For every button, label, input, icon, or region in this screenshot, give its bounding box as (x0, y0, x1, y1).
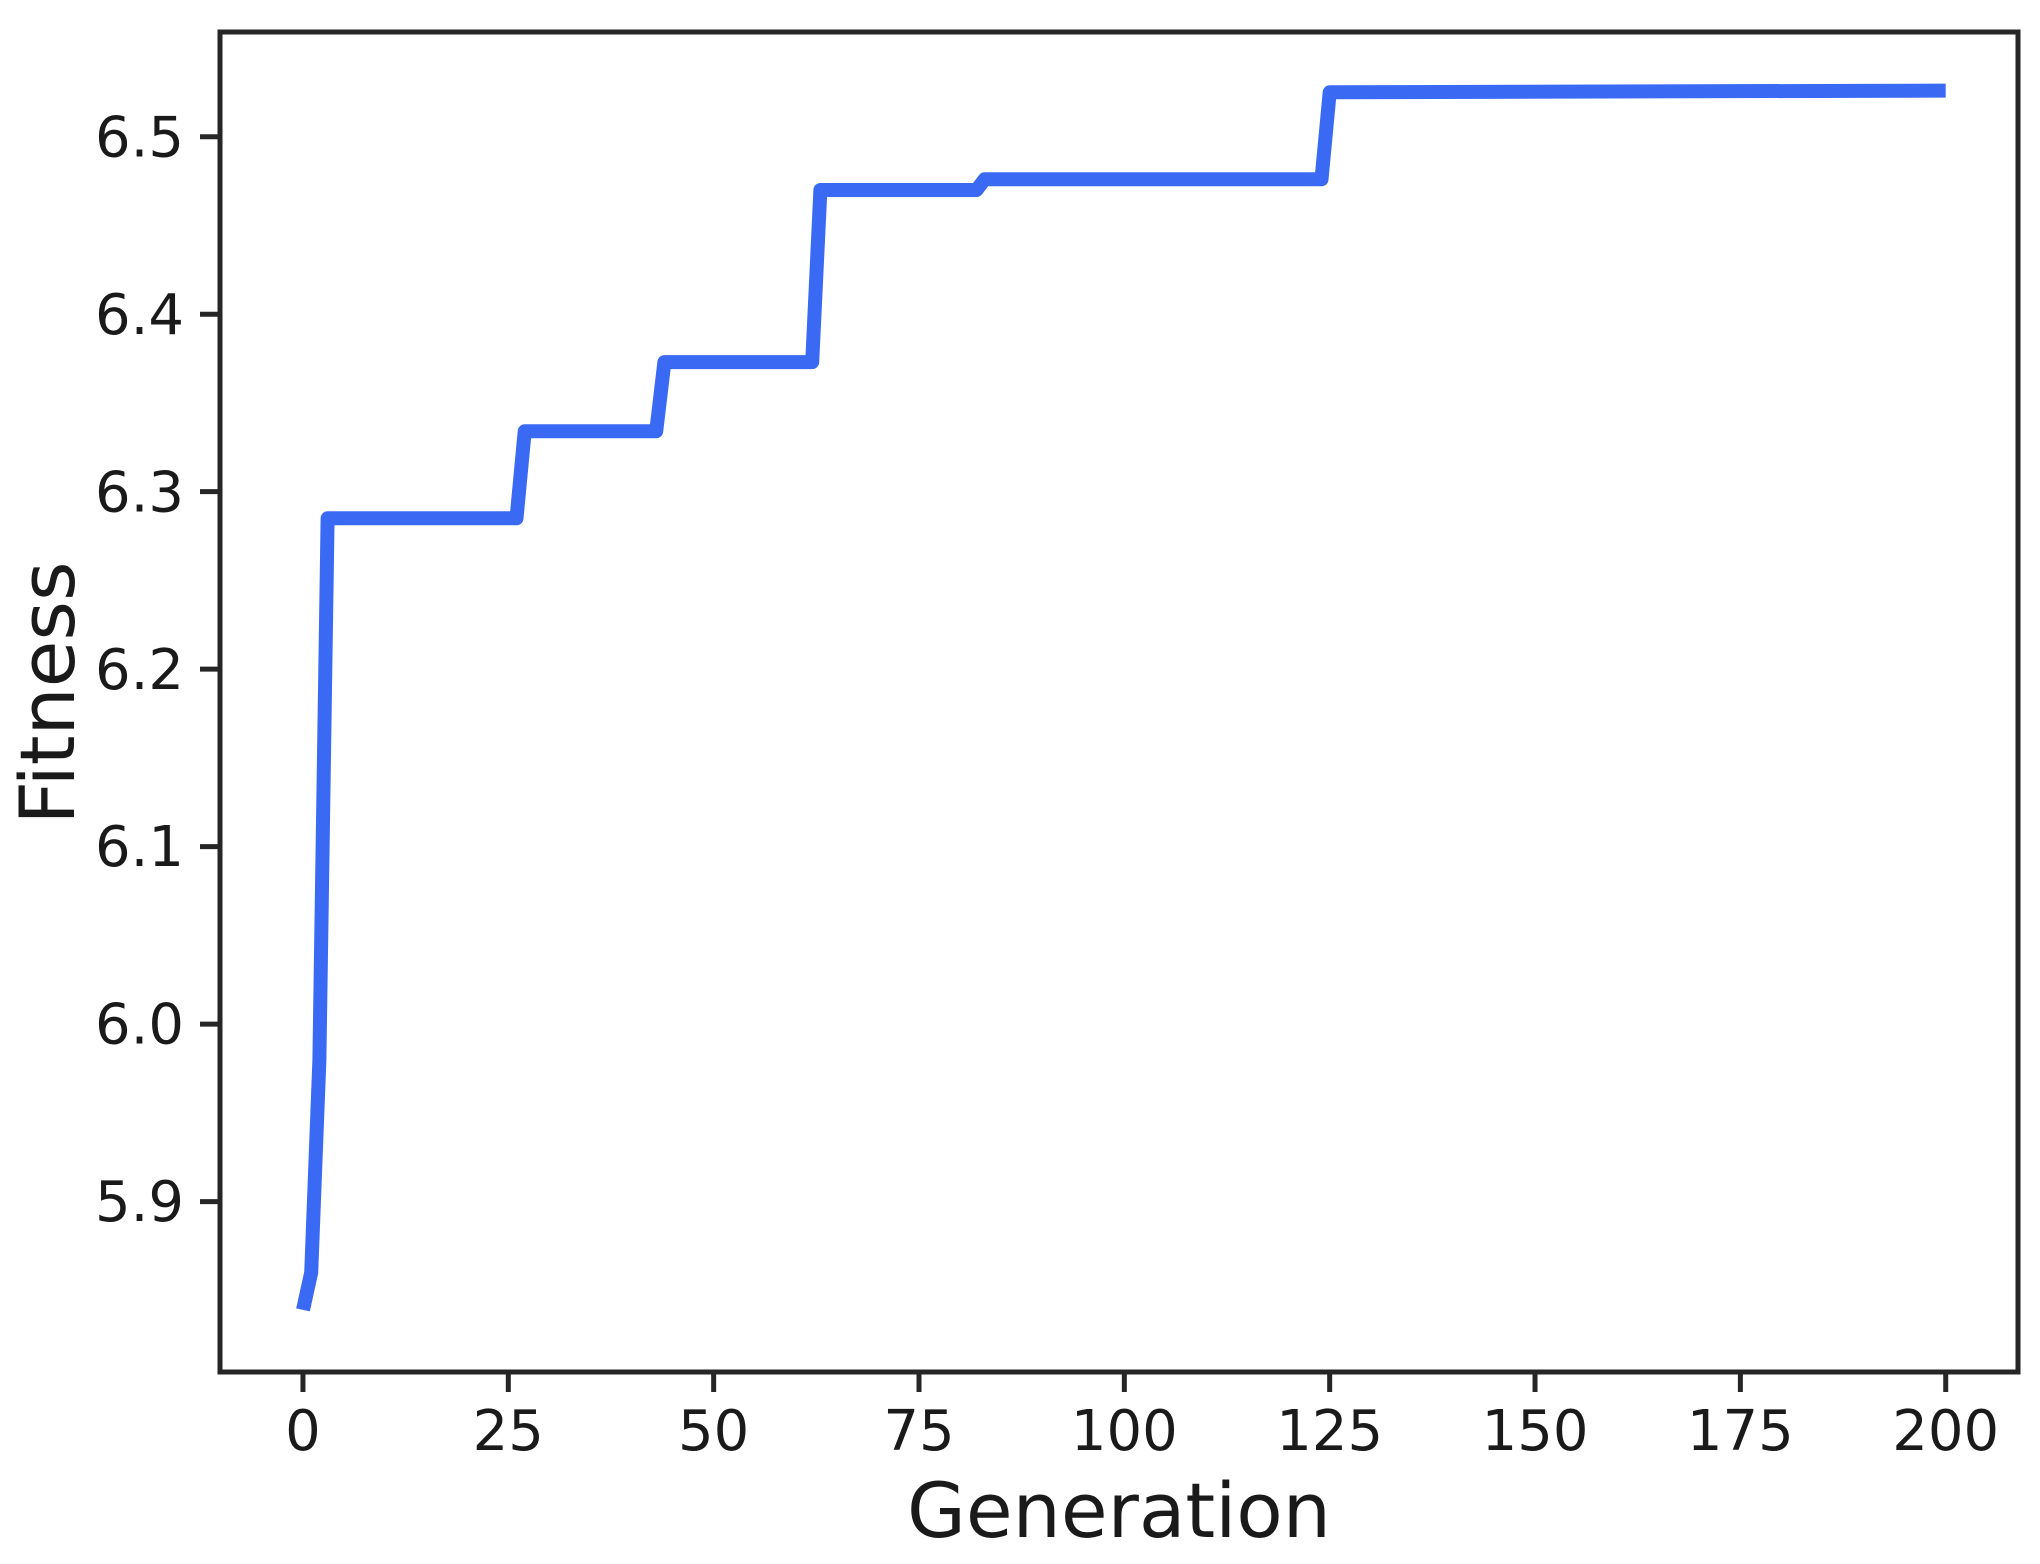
x-axis-ticks: 0 25 50 75 100 125 150 175 200 (285, 1372, 1999, 1464)
x-axis-label: Generation (907, 1466, 1331, 1555)
x-tick-label: 50 (678, 1399, 749, 1464)
x-tick-label: 100 (1071, 1399, 1178, 1464)
y-tick-label: 6.2 (95, 638, 184, 703)
plot-area-border (217, 29, 2021, 1375)
x-tick-label: 0 (285, 1399, 321, 1464)
y-tick-label: 6.5 (95, 105, 184, 170)
y-tick-label: 6.4 (95, 283, 184, 348)
x-tick-label: 175 (1687, 1399, 1794, 1464)
y-axis-ticks: 5.9 6.0 6.1 6.2 6.3 6.4 6.5 (95, 105, 220, 1235)
x-tick-label: 75 (883, 1399, 954, 1464)
x-tick-label: 25 (473, 1399, 544, 1464)
x-tick-label: 150 (1482, 1399, 1589, 1464)
fitness-line (296, 83, 1946, 1312)
y-tick-label: 6.0 (95, 993, 184, 1058)
y-tick-label: 6.3 (95, 460, 184, 525)
y-axis-label: Fitness (3, 561, 92, 824)
x-tick-label: 200 (1892, 1399, 1999, 1464)
x-tick-label: 125 (1276, 1399, 1383, 1464)
y-tick-label: 6.1 (95, 815, 184, 880)
y-tick-label: 5.9 (95, 1170, 184, 1235)
